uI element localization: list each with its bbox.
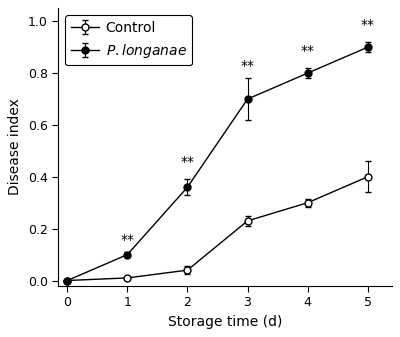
Text: **: ** [180, 155, 194, 169]
Text: **: ** [240, 59, 254, 73]
X-axis label: Storage time (d): Storage time (d) [168, 315, 282, 329]
Legend: Control, $\it{P. longanae}$: Control, $\it{P. longanae}$ [65, 15, 192, 65]
Text: **: ** [361, 18, 375, 32]
Text: **: ** [300, 43, 314, 58]
Text: **: ** [120, 233, 134, 247]
Y-axis label: Disease index: Disease index [8, 99, 22, 195]
